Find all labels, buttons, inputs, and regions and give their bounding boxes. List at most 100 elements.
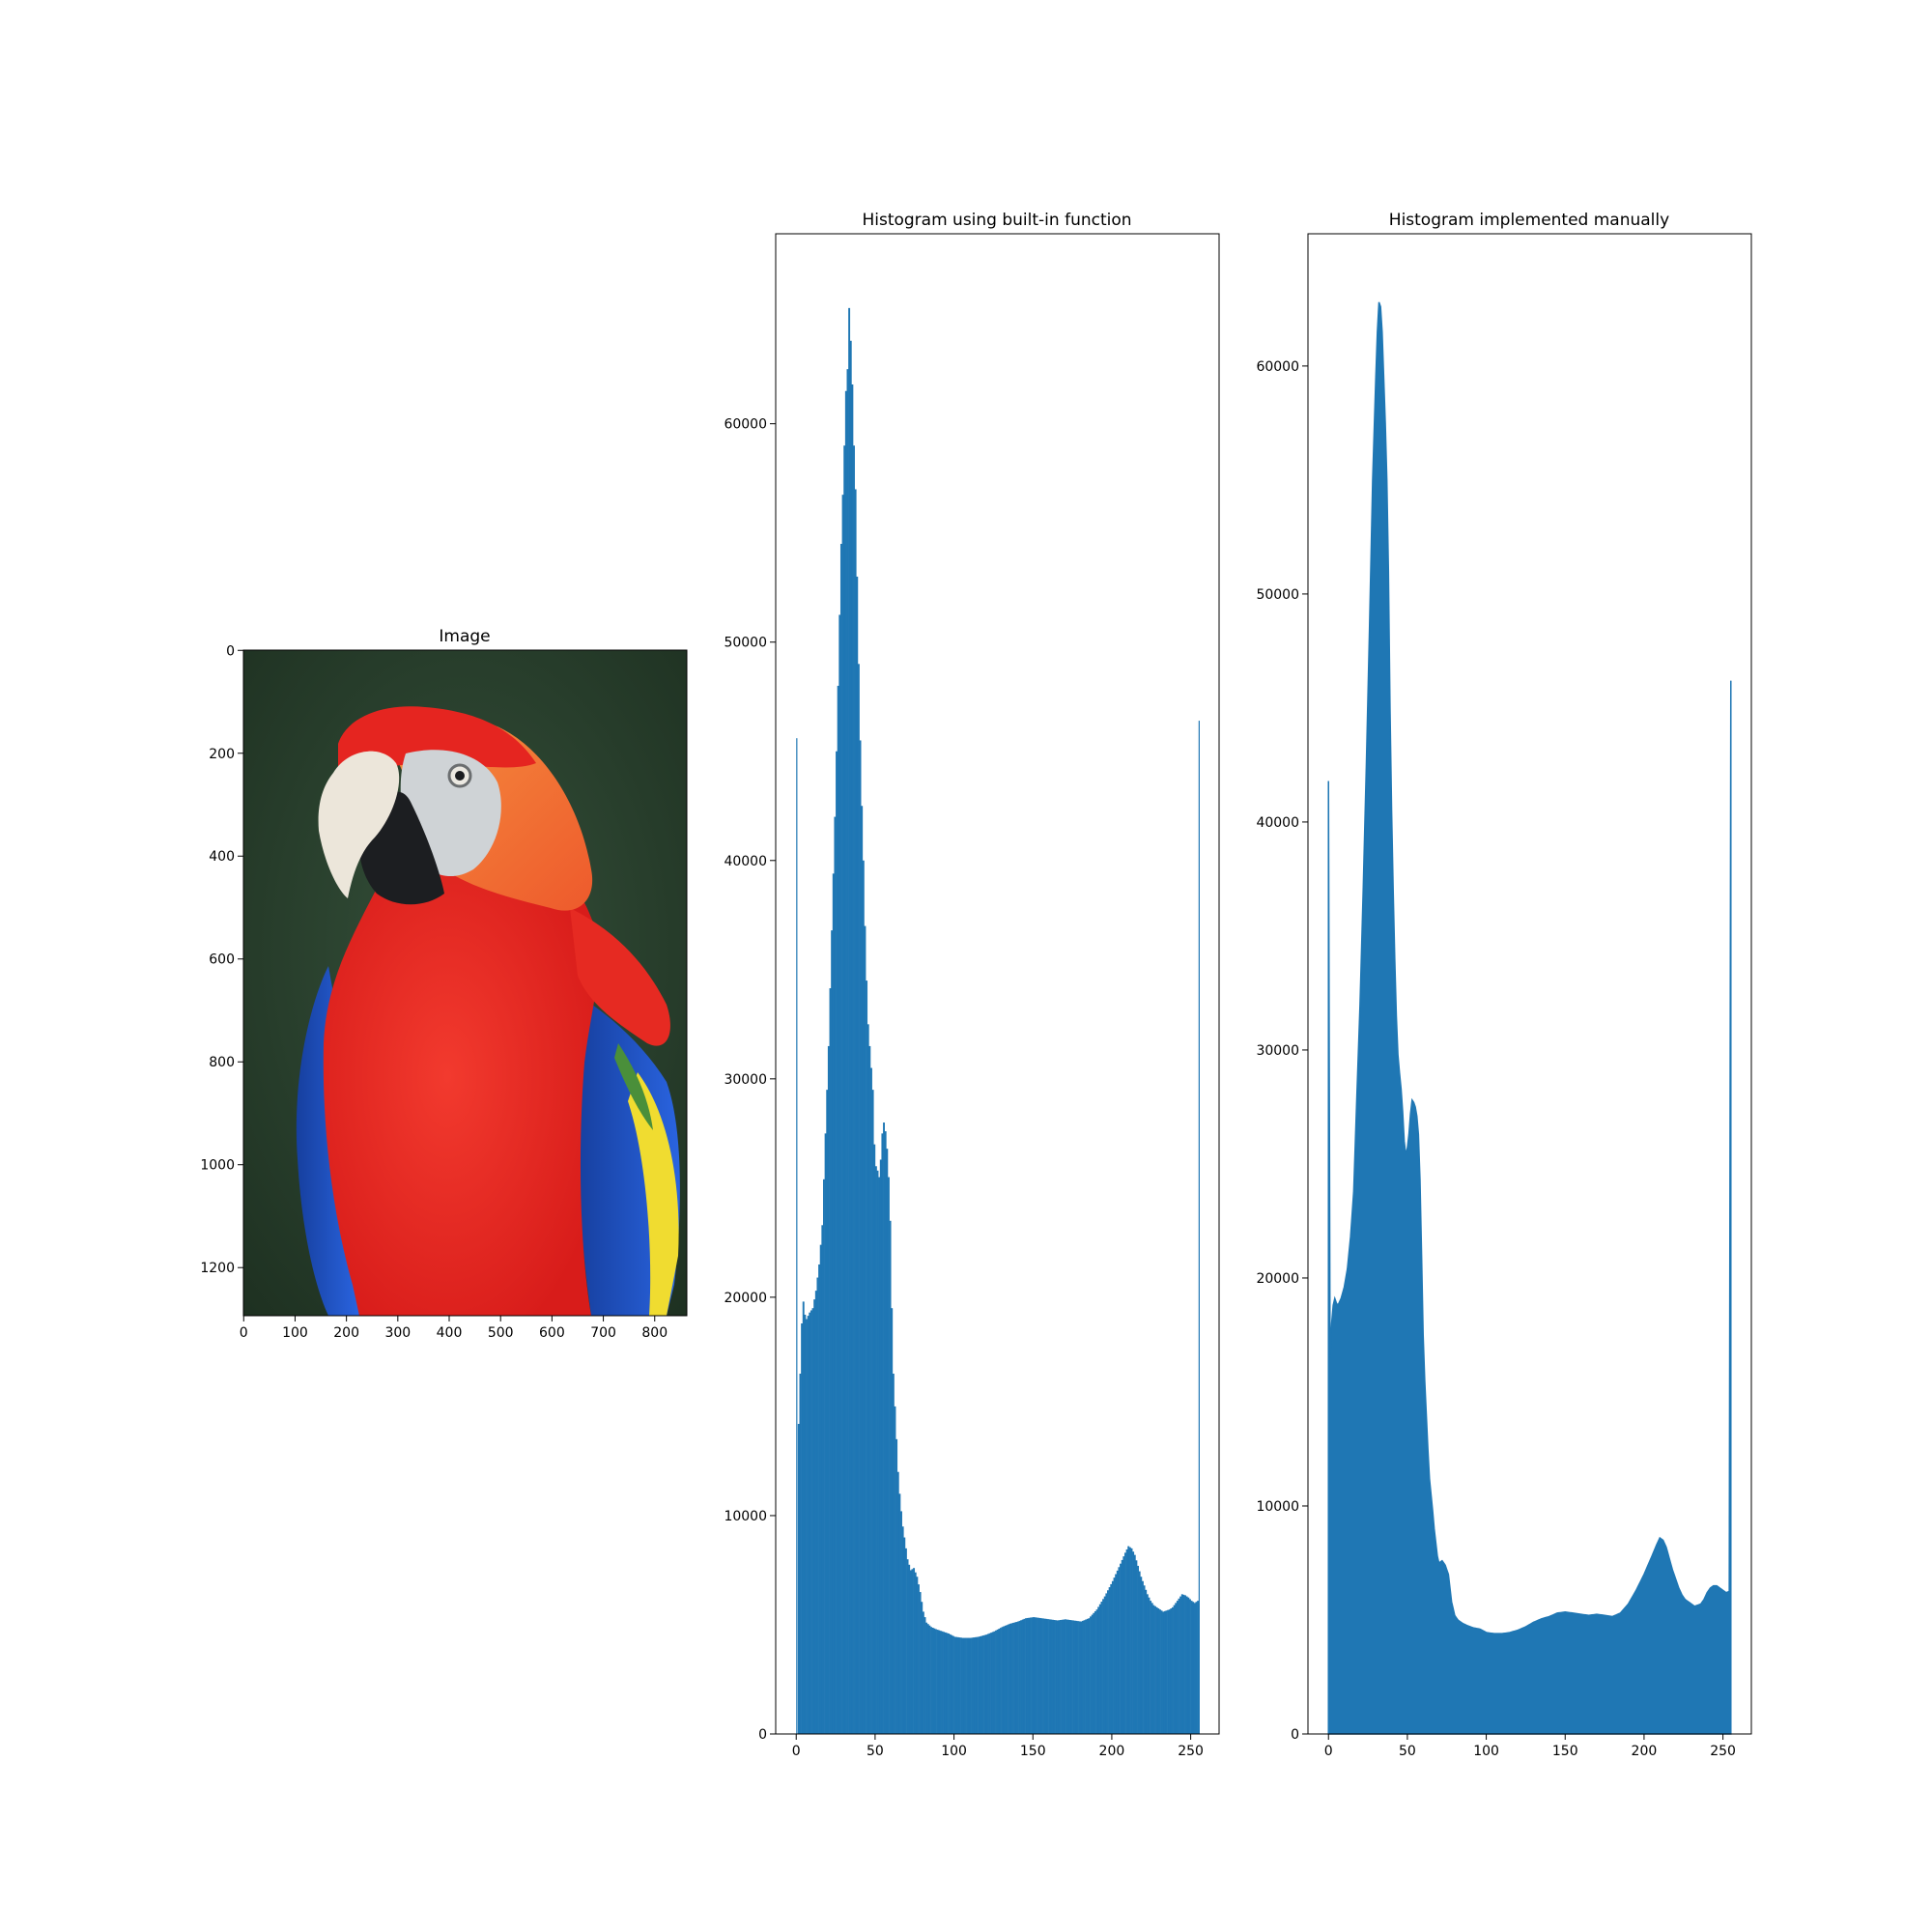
histogram-builtin-bar (938, 1630, 941, 1734)
histogram-builtin-bar (883, 1122, 885, 1734)
histogram-builtin-bar (952, 1635, 954, 1734)
histogram-builtin-bar (1198, 721, 1200, 1734)
histogram-builtin-bar (1172, 1606, 1174, 1734)
histogram-builtin-bar (1080, 1621, 1083, 1734)
histogram-builtin-bar (857, 664, 860, 1734)
histogram-manual-title: Histogram implemented manually (1389, 211, 1669, 230)
histogram-builtin-bar (963, 1637, 966, 1734)
histogram-builtin-bar (969, 1637, 972, 1734)
histogram-builtin-bar (1065, 1619, 1068, 1734)
histogram-builtin-bar (1006, 1625, 1009, 1734)
histogram-builtin-bar (956, 1636, 959, 1734)
histogram-builtin-bar (1193, 1603, 1196, 1734)
histogram-builtin-bar (1120, 1563, 1122, 1734)
histogram-builtin-bar (1033, 1617, 1036, 1734)
histogram-builtin-bar (1115, 1574, 1118, 1734)
histogram-manual-y-tick-label: 60000 (1256, 359, 1299, 375)
histogram-builtin-bar (895, 1438, 898, 1734)
histogram-builtin-bar (1050, 1619, 1053, 1734)
histogram-builtin-bar (1151, 1603, 1153, 1734)
histogram-builtin-bar (906, 1559, 909, 1734)
histogram-builtin-bar (841, 495, 844, 1734)
histogram-builtin-bar (960, 1637, 963, 1734)
histogram-builtin-bar (819, 1244, 822, 1734)
histogram-builtin-bar (849, 340, 852, 1734)
histogram-builtin-bar (1043, 1618, 1046, 1734)
histogram-manual-y-tick-label: 30000 (1256, 1043, 1299, 1059)
histogram-builtin-bar (911, 1569, 914, 1734)
histogram-builtin-bar (1008, 1624, 1010, 1734)
histogram-builtin-bar (958, 1637, 961, 1734)
histogram-builtin-bar (1146, 1594, 1149, 1734)
histogram-builtin-y-tick-label: 0 (758, 1727, 767, 1743)
histogram-builtin-bar (949, 1634, 952, 1734)
histogram-builtin-bar (978, 1636, 980, 1734)
histogram-builtin-bar (1103, 1596, 1106, 1734)
histogram-builtin-x-tick-label: 150 (1020, 1744, 1046, 1759)
histogram-builtin-bar (1036, 1617, 1038, 1734)
histogram-builtin-bar (968, 1637, 971, 1734)
histogram-builtin-bar (1187, 1597, 1190, 1734)
histogram-builtin-bar (837, 685, 839, 1735)
image-x-tick-label: 300 (384, 1325, 411, 1341)
histogram-builtin-bar (986, 1634, 989, 1734)
histogram-builtin-bar (1009, 1623, 1011, 1734)
histogram-builtin-bar (826, 1090, 829, 1734)
histogram-builtin-x-axis: 0 50 100 150 200 250 (792, 1734, 1204, 1759)
histogram-builtin-bar (854, 489, 857, 1735)
image-x-tick-label: 600 (539, 1325, 565, 1341)
yellow-feathers (628, 1072, 679, 1316)
image-x-tick-label: 100 (282, 1325, 308, 1341)
histogram-builtin-bar (901, 1526, 904, 1734)
histogram-builtin-bar (1105, 1593, 1108, 1734)
histogram-builtin-bar (846, 369, 849, 1734)
histogram-builtin-bar (974, 1636, 977, 1734)
histogram-builtin-bar (1045, 1618, 1048, 1734)
histogram-builtin-bar (823, 1179, 825, 1734)
image-frame (242, 649, 688, 1317)
histogram-builtin-bar (1004, 1625, 1007, 1734)
histogram-builtin-bar (948, 1634, 950, 1734)
histogram-manual-x-tick-label: 250 (1710, 1744, 1736, 1759)
histogram-builtin-bar (999, 1628, 1002, 1734)
histogram-builtin-bar (1090, 1616, 1092, 1734)
histogram-builtin-bar (993, 1631, 996, 1734)
histogram-builtin-bar (1040, 1618, 1043, 1734)
histogram-builtin-title: Histogram using built-in function (862, 211, 1131, 230)
histogram-builtin-bar (919, 1592, 922, 1734)
histogram-builtin-bar (1001, 1627, 1004, 1734)
histogram-builtin-bar (983, 1634, 986, 1734)
histogram-builtin-bar (921, 1602, 923, 1734)
histogram-builtin-bar (866, 980, 868, 1734)
histogram-builtin-bar (1157, 1608, 1160, 1734)
histogram-builtin-bar (879, 1159, 882, 1734)
image-y-axis: 0 200 400 600 800 1000 1200 (200, 643, 243, 1276)
histogram-builtin-bar (799, 1374, 802, 1734)
histogram-builtin-bar (810, 1310, 812, 1734)
histogram-builtin-bar (998, 1629, 1001, 1734)
histogram-builtin-bar (943, 1632, 946, 1734)
histogram-builtin-bar (839, 544, 842, 1734)
histogram-builtin-bar (813, 1299, 816, 1734)
histogram-builtin-bar (811, 1308, 814, 1734)
histogram-manual-y-tick-label: 0 (1291, 1727, 1299, 1743)
histogram-builtin-bar (918, 1584, 920, 1734)
image-y-tick-label: 600 (209, 952, 235, 968)
histogram-builtin-bar (1067, 1619, 1070, 1734)
histogram-builtin-bar (1060, 1620, 1062, 1734)
histogram-builtin-bar (1190, 1601, 1193, 1734)
image-y-tick-label: 0 (226, 643, 235, 659)
histogram-manual-y-axis: 0 10000 20000 30000 40000 50000 60000 (1256, 359, 1308, 1743)
histogram-builtin-y-tick-label: 60000 (724, 417, 767, 433)
histogram-builtin-bar (1165, 1610, 1168, 1734)
histogram-builtin-bar (925, 1622, 928, 1734)
histogram-builtin-x-tick-label: 0 (792, 1744, 801, 1759)
histogram-builtin-bar (1102, 1599, 1105, 1734)
histogram-builtin-bar (887, 1177, 890, 1734)
histogram-builtin-bar (867, 1024, 869, 1734)
image-x-tick-label: 400 (437, 1325, 463, 1341)
histogram-builtin-bar (1182, 1594, 1185, 1734)
histogram-builtin-bar (1038, 1617, 1041, 1734)
histogram-builtin-bar (844, 390, 847, 1734)
histogram-builtin-bar (1100, 1602, 1103, 1734)
